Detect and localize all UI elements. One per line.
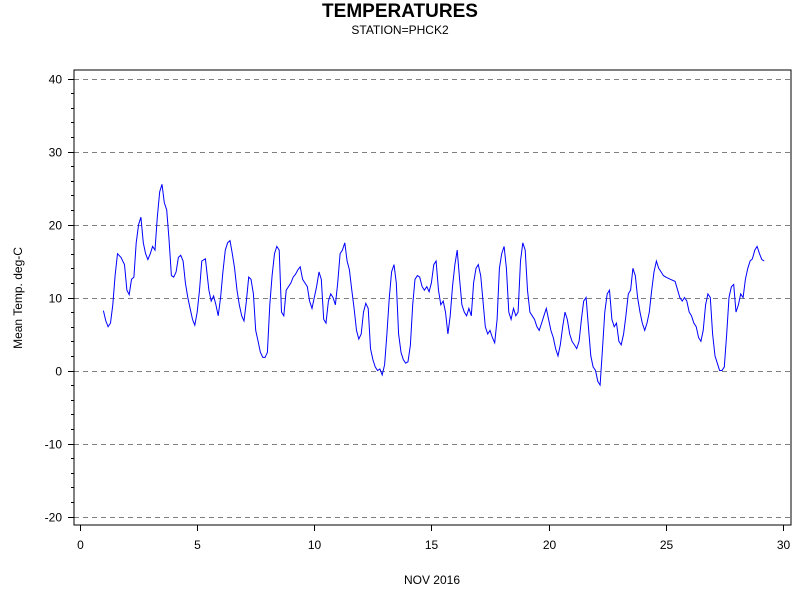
series-line bbox=[102, 184, 765, 387]
y-tick-label: 30 bbox=[49, 146, 63, 160]
y-tick-label: -20 bbox=[45, 511, 63, 525]
x-tick-label: 20 bbox=[543, 538, 557, 552]
y-tick-label: 10 bbox=[49, 292, 63, 306]
x-tick-label: 5 bbox=[194, 538, 201, 552]
chart-title: TEMPERATURES bbox=[322, 1, 478, 22]
x-tick-label: 30 bbox=[777, 538, 791, 552]
minor-ticks bbox=[71, 93, 74, 503]
x-tick-label: 0 bbox=[77, 538, 84, 552]
x-tick-label: 15 bbox=[425, 538, 439, 552]
x-tick-label: 25 bbox=[660, 538, 674, 552]
chart-subtitle: STATION=PHCK2 bbox=[351, 23, 449, 37]
y-tick-label: 20 bbox=[49, 219, 63, 233]
x-axis-ticks: 0 5 10 15 20 25 30 bbox=[77, 525, 790, 552]
y-axis-ticks: -20 -10 0 10 20 30 40 bbox=[45, 73, 74, 525]
x-tick-label: 10 bbox=[308, 538, 322, 552]
y-axis-label: Mean Temp. deg-C bbox=[11, 247, 25, 349]
plot-frame bbox=[73, 69, 792, 526]
x-axis-label: NOV 2016 bbox=[403, 573, 461, 587]
y-tick-label: 0 bbox=[55, 365, 62, 379]
y-tick-label: 40 bbox=[49, 73, 63, 87]
grid-lines bbox=[74, 79, 791, 518]
y-tick-label: -10 bbox=[45, 438, 63, 452]
